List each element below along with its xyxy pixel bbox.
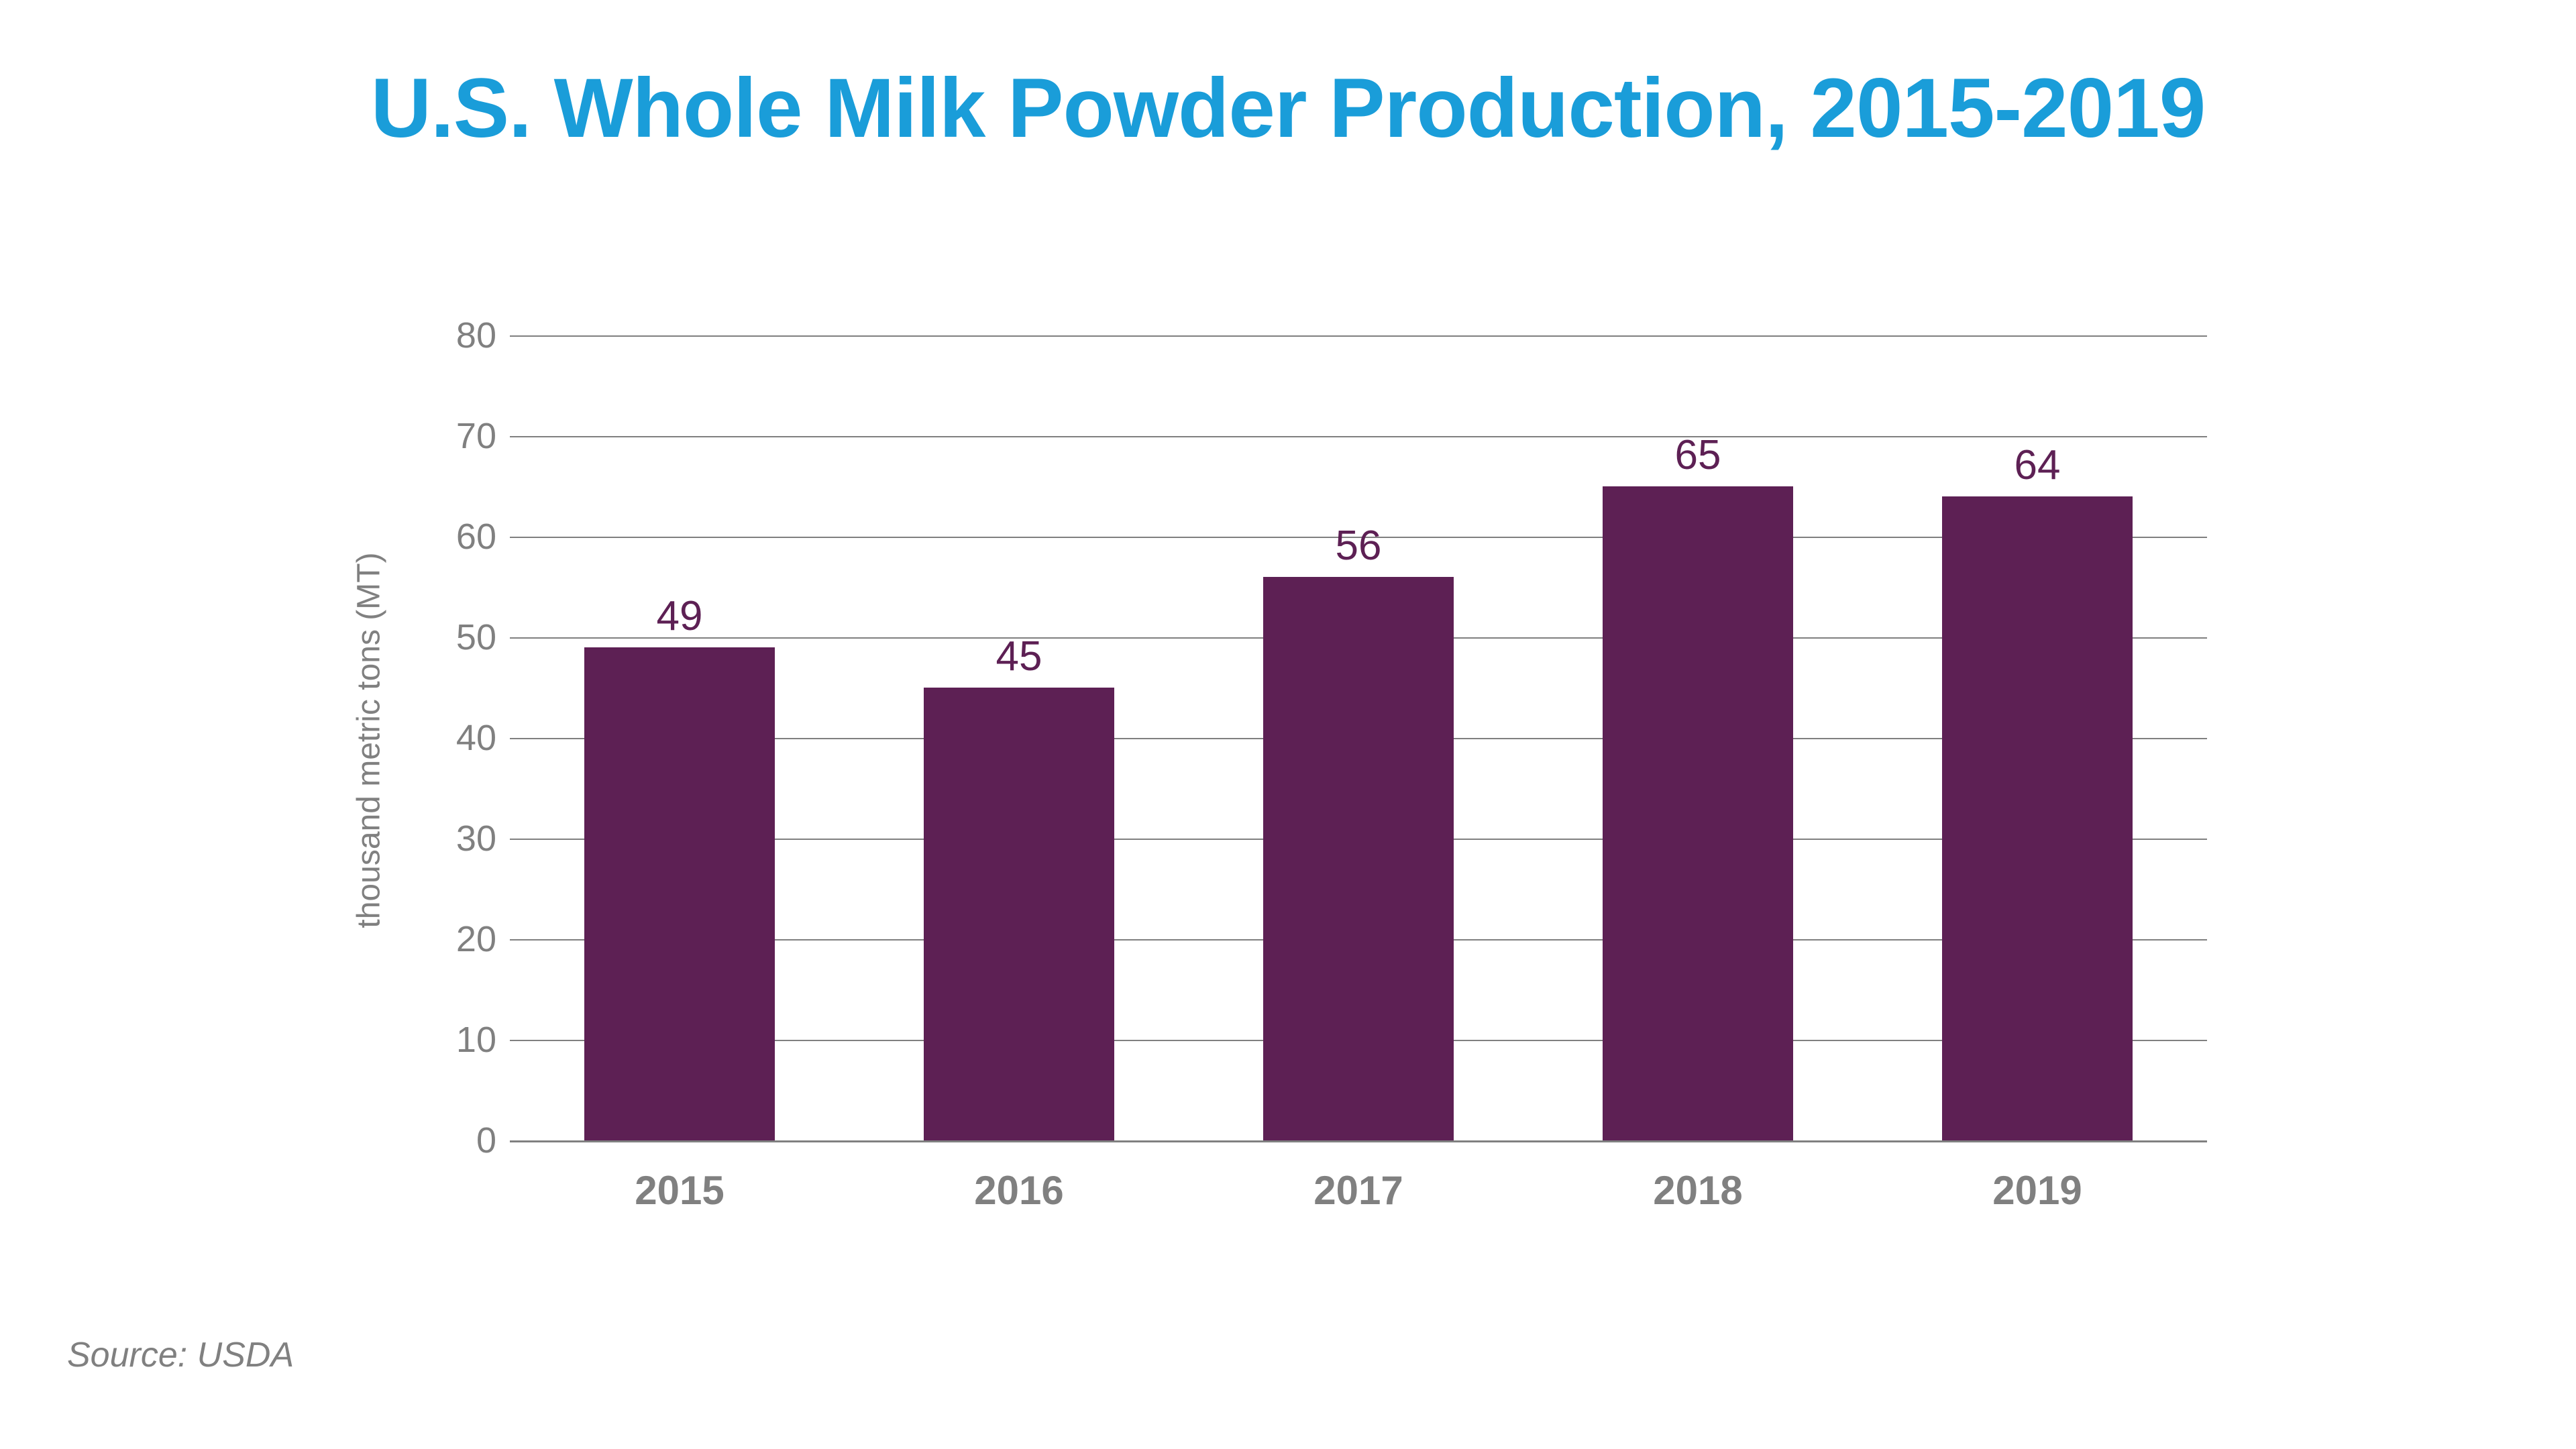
bar-value-label: 49 xyxy=(657,592,703,640)
y-tick-label: 30 xyxy=(402,818,496,859)
y-tick-label: 0 xyxy=(402,1120,496,1161)
x-tick-label: 2016 xyxy=(974,1167,1063,1214)
bar-value-label: 65 xyxy=(1675,431,1721,479)
chart-area xyxy=(510,335,2207,1140)
bar-value-label: 56 xyxy=(1336,522,1382,570)
source-attribution: Source: USDA xyxy=(67,1335,294,1375)
chart-title: U.S. Whole Milk Powder Production, 2015-… xyxy=(0,60,2576,156)
y-tick-label: 80 xyxy=(402,315,496,356)
y-tick-label: 40 xyxy=(402,717,496,759)
gridline xyxy=(510,335,2207,337)
gridline xyxy=(510,1140,2207,1142)
bar-value-label: 45 xyxy=(996,633,1042,680)
y-axis-title: thousand metric tons (MT) xyxy=(351,405,388,1076)
bar xyxy=(584,647,774,1140)
y-tick-label: 50 xyxy=(402,616,496,658)
x-tick-label: 2018 xyxy=(1653,1167,1742,1214)
page: U.S. Whole Milk Powder Production, 2015-… xyxy=(0,0,2576,1449)
x-tick-label: 2017 xyxy=(1313,1167,1403,1214)
x-tick-label: 2015 xyxy=(635,1167,724,1214)
bar xyxy=(924,688,1114,1140)
plot-area xyxy=(510,335,2207,1140)
bar xyxy=(1942,496,2132,1140)
y-tick-label: 70 xyxy=(402,415,496,457)
bar-value-label: 64 xyxy=(2015,441,2061,489)
bar xyxy=(1263,577,1453,1140)
gridline xyxy=(510,436,2207,437)
x-tick-label: 2019 xyxy=(1992,1167,2082,1214)
bar xyxy=(1603,486,1792,1140)
y-tick-label: 10 xyxy=(402,1019,496,1061)
y-tick-label: 60 xyxy=(402,516,496,557)
y-tick-label: 20 xyxy=(402,918,496,960)
